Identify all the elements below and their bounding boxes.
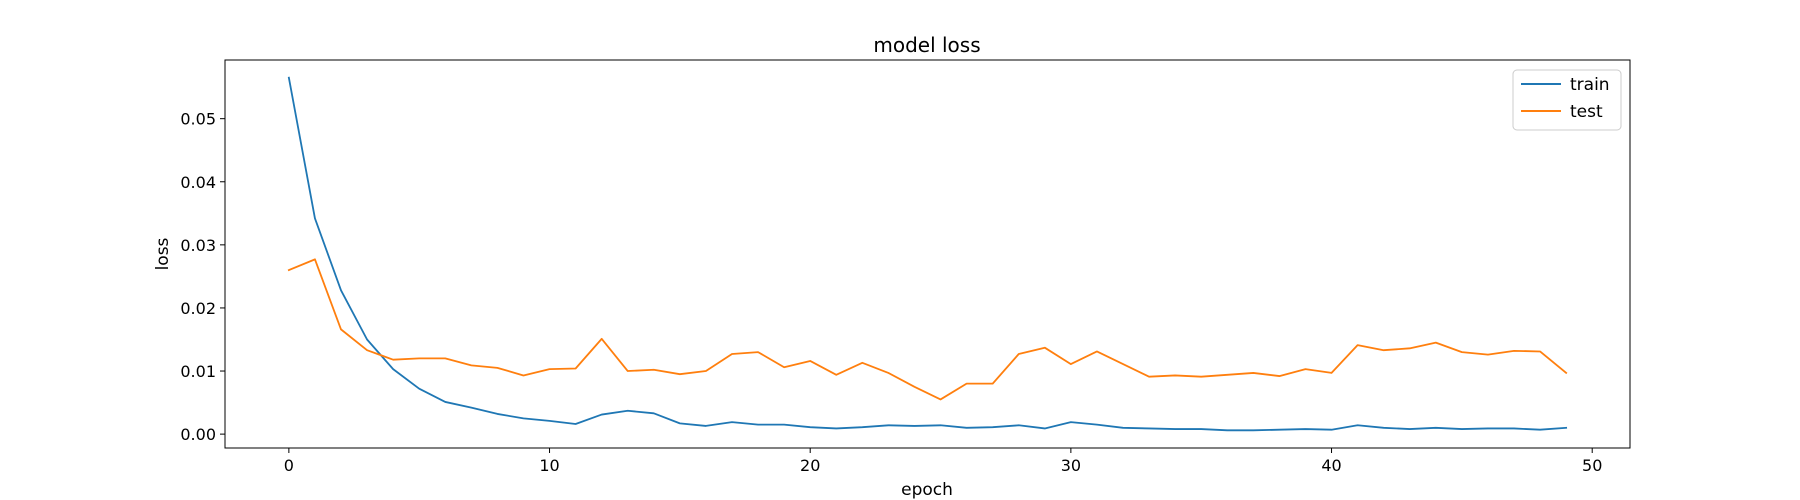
y-axis-ticks: 0.00 0.01 0.02 0.03 0.04 0.05 xyxy=(180,110,225,444)
plot-area xyxy=(287,76,1568,432)
x-tick-label: 10 xyxy=(539,456,559,475)
x-tick-label: 20 xyxy=(800,456,820,475)
series-line-train xyxy=(287,76,1568,432)
y-tick-label: 0.02 xyxy=(180,299,216,318)
legend: train test xyxy=(1512,69,1622,131)
x-tick-label: 50 xyxy=(1582,456,1602,475)
x-tick-label: 40 xyxy=(1321,456,1341,475)
x-axis-ticks: 0 10 20 30 40 50 xyxy=(284,448,1602,475)
y-tick-label: 0.05 xyxy=(180,110,216,129)
y-axis-label: loss xyxy=(153,237,173,270)
series-line-test xyxy=(287,258,1568,401)
x-tick-label: 30 xyxy=(1061,456,1081,475)
legend-label-test: test xyxy=(1570,102,1603,122)
x-tick-label: 0 xyxy=(284,456,294,475)
y-tick-label: 0.04 xyxy=(180,173,216,192)
legend-label-train: train xyxy=(1570,75,1610,95)
x-axis-label: epoch xyxy=(901,480,953,500)
y-tick-label: 0.00 xyxy=(180,425,216,444)
chart-title: model loss xyxy=(873,33,980,57)
y-tick-label: 0.03 xyxy=(180,236,216,255)
y-tick-label: 0.01 xyxy=(180,362,216,381)
axes-frame xyxy=(224,59,1631,449)
